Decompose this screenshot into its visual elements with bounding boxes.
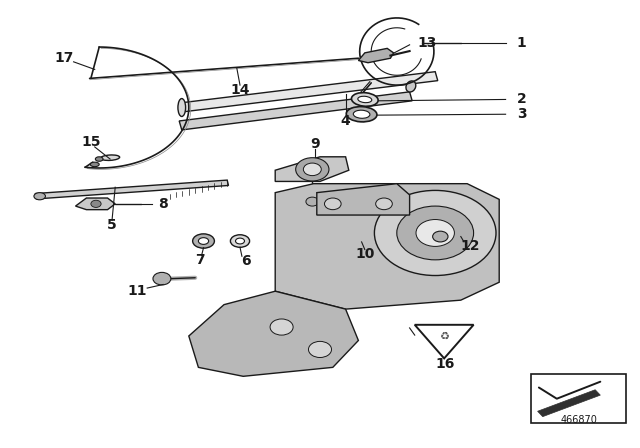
Polygon shape — [538, 390, 600, 417]
Polygon shape — [35, 180, 228, 199]
Text: 7: 7 — [195, 253, 205, 267]
Circle shape — [374, 190, 496, 276]
Text: 5: 5 — [107, 218, 117, 233]
Circle shape — [324, 198, 341, 210]
Text: 17: 17 — [54, 51, 74, 65]
Ellipse shape — [353, 110, 370, 118]
Polygon shape — [179, 92, 412, 130]
Polygon shape — [275, 157, 349, 181]
Circle shape — [91, 200, 101, 207]
Text: 6: 6 — [241, 254, 252, 268]
Circle shape — [270, 319, 293, 335]
Ellipse shape — [178, 99, 186, 116]
Ellipse shape — [346, 107, 377, 122]
Polygon shape — [317, 184, 410, 215]
Text: 3: 3 — [516, 107, 527, 121]
Polygon shape — [76, 198, 115, 210]
Text: 466870: 466870 — [560, 415, 597, 425]
Ellipse shape — [351, 93, 378, 106]
Text: 8: 8 — [158, 197, 168, 211]
Polygon shape — [179, 72, 438, 112]
Text: 15: 15 — [81, 135, 100, 150]
Circle shape — [306, 197, 319, 206]
Circle shape — [303, 163, 321, 176]
Ellipse shape — [230, 235, 250, 247]
Circle shape — [153, 272, 171, 285]
Bar — [531, 374, 626, 423]
Polygon shape — [415, 325, 474, 358]
Text: 10: 10 — [355, 247, 374, 262]
Circle shape — [296, 158, 329, 181]
Ellipse shape — [198, 237, 209, 245]
Ellipse shape — [100, 155, 120, 160]
Polygon shape — [358, 48, 394, 63]
Ellipse shape — [95, 157, 103, 161]
Polygon shape — [189, 291, 358, 376]
Text: 16: 16 — [435, 357, 454, 371]
Circle shape — [376, 198, 392, 210]
Text: 2: 2 — [516, 92, 527, 107]
Ellipse shape — [193, 234, 214, 248]
Text: 14: 14 — [230, 82, 250, 97]
Ellipse shape — [34, 193, 45, 200]
Circle shape — [433, 231, 448, 242]
Ellipse shape — [90, 162, 99, 167]
Ellipse shape — [236, 238, 244, 244]
Text: 13: 13 — [418, 35, 437, 50]
Text: 12: 12 — [461, 239, 480, 254]
Circle shape — [308, 341, 332, 358]
Circle shape — [416, 220, 454, 246]
Text: 11: 11 — [128, 284, 147, 298]
Text: 4: 4 — [340, 114, 351, 128]
Circle shape — [397, 206, 474, 260]
Ellipse shape — [406, 81, 416, 92]
Ellipse shape — [358, 96, 372, 103]
Text: ♻: ♻ — [439, 331, 449, 341]
Polygon shape — [275, 184, 499, 309]
Text: 1: 1 — [516, 35, 527, 50]
Text: 9: 9 — [310, 137, 320, 151]
